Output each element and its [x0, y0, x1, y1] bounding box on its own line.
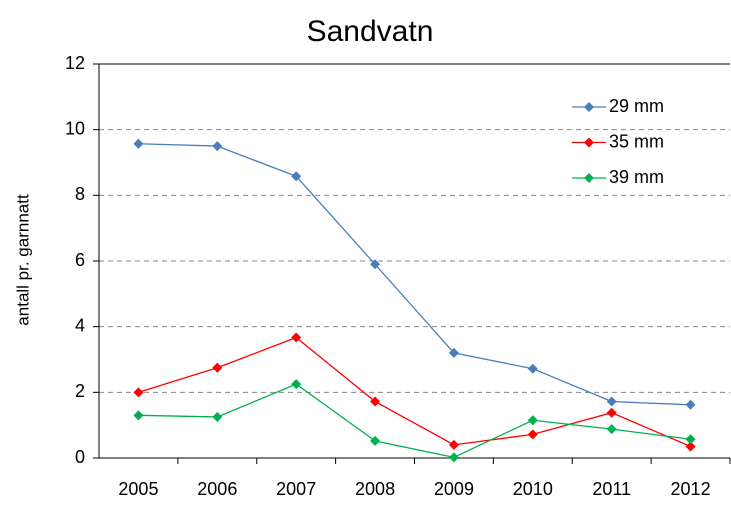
marker [448, 452, 459, 463]
y-tick-label: 0 [75, 447, 85, 467]
legend-label: 35 mm [609, 131, 664, 151]
y-axis-label: antall pr. garnnatt [13, 194, 32, 326]
marker [606, 396, 617, 407]
x-tick-label: 2008 [355, 479, 395, 499]
marker [291, 379, 302, 390]
x-tick-label: 2007 [276, 479, 316, 499]
y-tick-label: 2 [75, 381, 85, 401]
marker [527, 415, 538, 426]
marker [370, 435, 381, 446]
series-line [138, 143, 691, 406]
marker [291, 332, 302, 343]
legend-label: 29 mm [609, 96, 664, 116]
y-tick-label: 6 [75, 250, 85, 270]
marker [133, 410, 144, 421]
x-tick-label: 2006 [197, 479, 237, 499]
y-tick-label: 12 [65, 53, 85, 73]
marker [584, 102, 594, 112]
marker [133, 138, 144, 149]
marker [584, 173, 594, 183]
marker [291, 171, 302, 182]
marker [584, 137, 594, 148]
marker [212, 362, 223, 373]
marker [212, 411, 223, 422]
marker [133, 387, 144, 398]
y-tick-label: 8 [75, 184, 85, 204]
x-tick-label: 2005 [118, 479, 158, 499]
marker [448, 439, 459, 450]
marker [606, 424, 617, 435]
y-tick-label: 4 [75, 315, 85, 335]
marker [370, 259, 381, 270]
marker [685, 441, 696, 452]
marker [606, 407, 617, 418]
x-tick-label: 2012 [671, 479, 711, 499]
marker [448, 347, 459, 358]
y-tick-label: 10 [65, 118, 85, 138]
marker [370, 396, 381, 407]
marker [685, 434, 696, 445]
x-tick-label: 2009 [434, 479, 474, 499]
series-line [138, 383, 691, 459]
series-line [138, 336, 691, 448]
legend-label: 39 mm [609, 167, 664, 187]
marker [685, 399, 696, 410]
marker [212, 141, 223, 152]
marker [527, 363, 538, 374]
x-tick-label: 2011 [592, 479, 631, 499]
x-tick-label: 2010 [513, 479, 553, 499]
chart-title: Sandvatn [307, 15, 434, 48]
marker [527, 429, 538, 440]
